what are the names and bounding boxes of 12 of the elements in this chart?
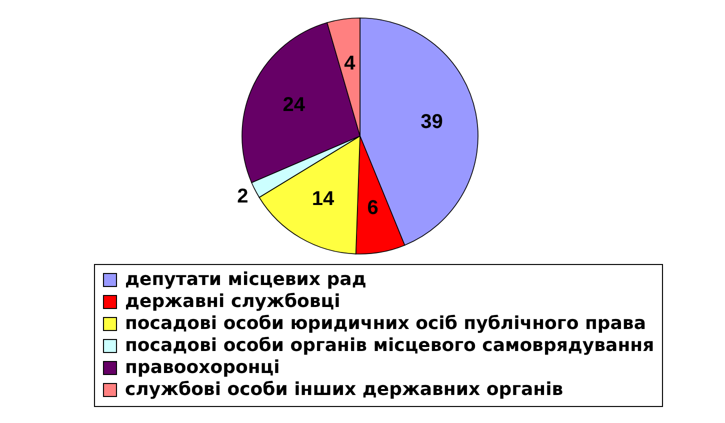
data-label: 2	[237, 186, 248, 208]
legend-label: депутати місцевих рад	[125, 269, 366, 290]
legend-label: державні службовці	[125, 291, 340, 312]
data-label: 39	[420, 110, 443, 133]
legend-label: посадові особи органів місцевого самоврядування	[125, 335, 654, 356]
data-label: 24	[282, 94, 306, 116]
data-label: 6	[367, 197, 378, 220]
data-label: 14	[312, 188, 336, 210]
legend-label: правоохоронці	[125, 357, 280, 378]
legend-label: службові особи інших державних органів	[125, 379, 564, 400]
data-label: 4	[344, 52, 356, 75]
legend-label: посадові особи юридичних осіб публічного права	[125, 313, 646, 334]
